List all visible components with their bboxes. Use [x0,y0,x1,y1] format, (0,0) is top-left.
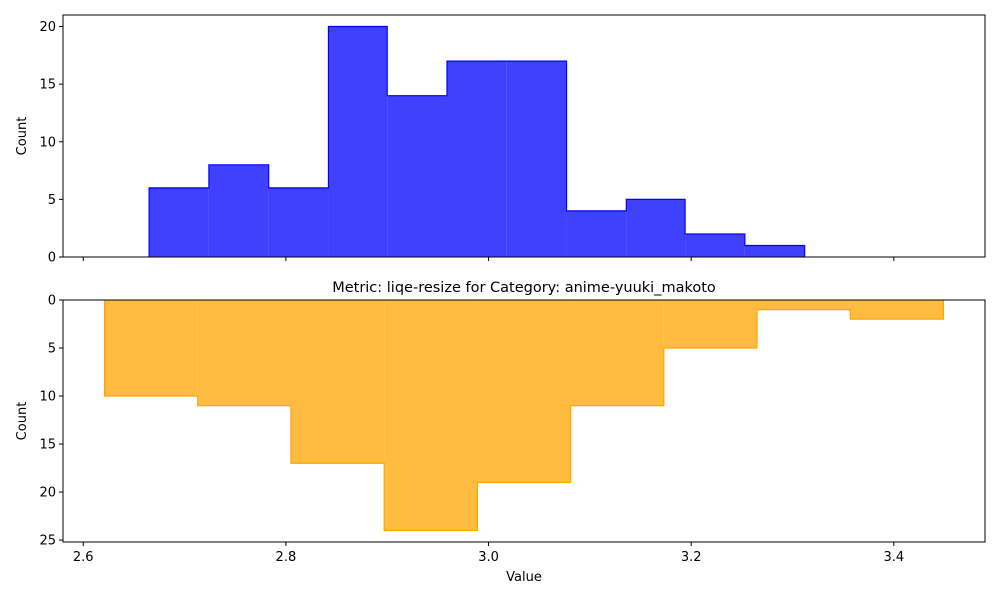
x-tick-label: 3.2 [681,550,702,565]
histogram-bar [685,233,745,257]
x-tick-label: 2.8 [276,550,297,565]
top-x-axis-ticks [82,257,895,261]
histogram-bar [663,300,758,349]
histogram-bar [744,245,805,257]
histogram-bar [104,300,198,397]
y-tick-label: 20 [39,486,56,501]
x-tick-label: 3.0 [478,550,499,565]
bottom-plot-frame [62,299,986,543]
bottom-x-axis-label: Value [506,570,542,585]
x-tick-label: 3.4 [883,550,904,565]
histogram-bar [197,300,291,406]
bottom-histogram-panel: 0 5 10 15 20 25 2.6 2.8 3.0 3.2 3.4 Metric: liqe-… [15,280,986,585]
histogram-bar [566,210,627,257]
y-tick-label: 15 [39,78,56,93]
top-y-axis-ticks: 0 5 10 15 20 [39,20,63,266]
top-histogram-bars [148,25,806,258]
histogram-bar [477,300,571,483]
histogram-bar [387,95,447,258]
histogram-bar [626,199,686,257]
histogram-outline [148,25,806,257]
y-tick-label: 15 [39,438,56,453]
histogram-bar [384,300,478,531]
y-tick-label: 25 [39,534,56,549]
top-y-axis-label: Count [15,117,30,156]
histogram-bar [570,300,664,406]
y-tick-label: 10 [39,135,56,150]
histogram-bar [446,61,507,257]
bottom-chart-title: Metric: liqe-resize for Category: anime-… [332,280,716,296]
histogram-bar [268,187,329,257]
y-tick-label: 0 [48,251,56,266]
top-plot-frame [62,14,986,258]
top-histogram-panel: 0 5 10 15 20 Count [15,14,986,266]
histogram-bar [328,26,388,258]
bottom-histogram-bars [103,300,945,532]
histogram-bar [850,300,944,320]
bottom-y-axis-ticks: 0 5 10 15 20 25 [39,294,63,549]
y-tick-label: 5 [48,342,56,357]
y-tick-label: 20 [39,20,56,35]
bottom-y-axis-label: Count [15,402,30,441]
y-tick-label: 10 [39,390,56,405]
histogram-bar [290,300,385,464]
y-tick-label: 0 [48,294,56,309]
histogram-bar [757,300,851,310]
bottom-x-axis-ticks: 2.6 2.8 3.0 3.2 3.4 [73,542,904,565]
y-tick-label: 5 [48,193,56,208]
histogram-bar [506,61,567,257]
histogram-bar [208,164,269,257]
histogram-bar [149,187,209,257]
histogram-outline [103,300,945,532]
x-tick-label: 2.6 [73,550,94,565]
